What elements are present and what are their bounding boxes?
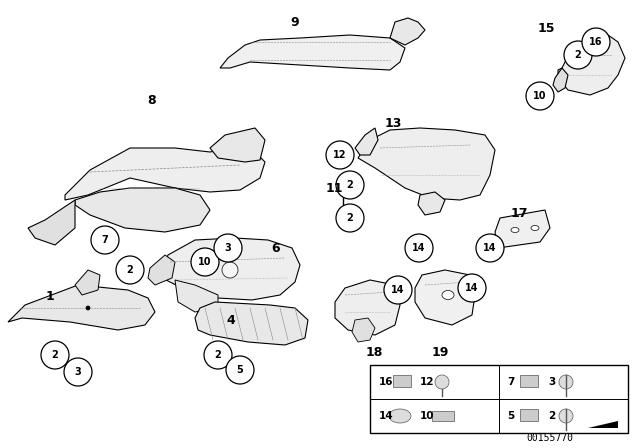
Circle shape <box>336 204 364 232</box>
Text: 3: 3 <box>75 367 81 377</box>
Ellipse shape <box>511 228 519 233</box>
Polygon shape <box>495 210 550 248</box>
Text: 14: 14 <box>483 243 497 253</box>
Text: 14: 14 <box>379 411 394 421</box>
Circle shape <box>116 256 144 284</box>
Circle shape <box>91 226 119 254</box>
Circle shape <box>559 409 573 423</box>
Polygon shape <box>75 270 100 295</box>
Text: 14: 14 <box>391 285 404 295</box>
Ellipse shape <box>442 290 454 300</box>
FancyBboxPatch shape <box>520 409 538 421</box>
Text: 17: 17 <box>510 207 528 220</box>
Polygon shape <box>158 238 300 300</box>
Bar <box>370 365 628 433</box>
Circle shape <box>526 82 554 110</box>
Text: 10: 10 <box>533 91 547 101</box>
Text: 3: 3 <box>225 243 232 253</box>
Circle shape <box>458 274 486 302</box>
Circle shape <box>476 234 504 262</box>
Polygon shape <box>210 128 265 162</box>
Text: 5: 5 <box>507 411 515 421</box>
Polygon shape <box>8 285 155 330</box>
Polygon shape <box>558 35 625 95</box>
Text: 8: 8 <box>148 94 156 107</box>
Circle shape <box>405 234 433 262</box>
Polygon shape <box>28 200 75 245</box>
Text: 18: 18 <box>365 345 383 358</box>
Polygon shape <box>65 148 265 200</box>
Polygon shape <box>75 188 210 232</box>
Circle shape <box>191 248 219 276</box>
Circle shape <box>226 356 254 384</box>
Circle shape <box>582 28 610 56</box>
Text: 14: 14 <box>465 283 479 293</box>
Text: 7: 7 <box>507 377 515 387</box>
Text: 2: 2 <box>347 180 353 190</box>
Text: 00155770: 00155770 <box>527 433 573 443</box>
Text: 2: 2 <box>347 213 353 223</box>
Text: 2: 2 <box>214 350 221 360</box>
Text: 2: 2 <box>127 265 133 275</box>
Circle shape <box>204 341 232 369</box>
Circle shape <box>559 375 573 389</box>
Text: 2: 2 <box>52 350 58 360</box>
Text: 2: 2 <box>548 411 556 421</box>
Circle shape <box>86 306 90 310</box>
Polygon shape <box>355 128 378 155</box>
Polygon shape <box>195 302 308 345</box>
Text: 10: 10 <box>420 411 435 421</box>
Text: 10: 10 <box>198 257 212 267</box>
Polygon shape <box>415 270 475 325</box>
Ellipse shape <box>531 225 539 231</box>
Polygon shape <box>352 318 375 342</box>
Text: 9: 9 <box>291 16 300 29</box>
Polygon shape <box>390 18 425 45</box>
Text: 16: 16 <box>589 37 603 47</box>
Text: 4: 4 <box>227 314 236 327</box>
Text: 7: 7 <box>102 235 108 245</box>
FancyBboxPatch shape <box>393 375 411 387</box>
FancyBboxPatch shape <box>520 375 538 387</box>
Text: 5: 5 <box>237 365 243 375</box>
Text: 14: 14 <box>412 243 426 253</box>
Text: 15: 15 <box>537 22 555 34</box>
Text: 1: 1 <box>45 289 54 302</box>
Polygon shape <box>358 128 495 200</box>
Polygon shape <box>220 35 405 70</box>
Text: 3: 3 <box>548 377 556 387</box>
Ellipse shape <box>389 409 411 423</box>
Text: 11: 11 <box>325 181 343 194</box>
Text: 12: 12 <box>420 377 435 387</box>
Polygon shape <box>553 68 568 92</box>
Polygon shape <box>588 421 618 428</box>
Text: 16: 16 <box>379 377 394 387</box>
Circle shape <box>340 210 346 216</box>
Circle shape <box>564 41 592 69</box>
Circle shape <box>41 341 69 369</box>
Circle shape <box>326 141 354 169</box>
Text: 13: 13 <box>384 116 402 129</box>
FancyBboxPatch shape <box>432 411 454 421</box>
Text: 19: 19 <box>431 345 449 358</box>
Polygon shape <box>418 192 445 215</box>
Polygon shape <box>335 280 400 335</box>
Circle shape <box>64 358 92 386</box>
Circle shape <box>435 375 449 389</box>
Text: 6: 6 <box>272 241 280 254</box>
Text: 12: 12 <box>333 150 347 160</box>
Circle shape <box>222 262 238 278</box>
Text: 2: 2 <box>575 50 581 60</box>
Circle shape <box>214 234 242 262</box>
Polygon shape <box>148 255 175 285</box>
Polygon shape <box>175 280 218 312</box>
Circle shape <box>336 171 364 199</box>
Circle shape <box>384 276 412 304</box>
